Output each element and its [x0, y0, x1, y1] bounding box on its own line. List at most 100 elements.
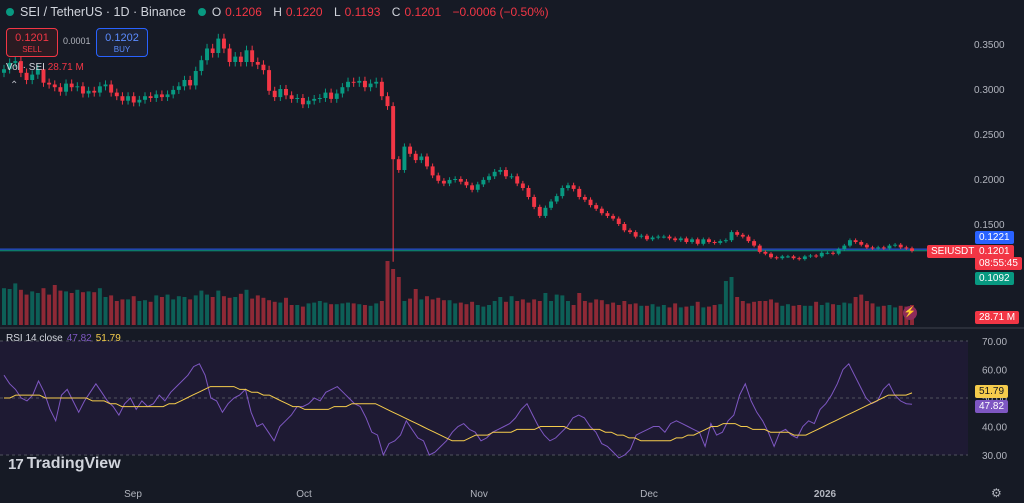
volume-bar [876, 306, 881, 325]
candle [464, 181, 469, 186]
volume-bar [706, 306, 711, 325]
candle [210, 48, 215, 53]
candle [712, 242, 717, 243]
candle [458, 179, 463, 182]
ohlc-values: O 0.1206 H 0.1220 L 0.1193 C 0.1201 −0.0006 … [211, 5, 549, 19]
volume-bar [605, 304, 610, 325]
candle [227, 48, 232, 62]
buy-label: BUY [113, 45, 131, 54]
volume-bar [543, 293, 548, 325]
rsi-tag: 47.82 [975, 400, 1009, 413]
price-tick-label: 0.2000 [974, 175, 1005, 186]
candle [413, 153, 418, 161]
candle [735, 232, 740, 235]
candle [396, 159, 401, 170]
chevron-up-icon[interactable]: ⌃ [10, 80, 19, 91]
candle [188, 80, 193, 86]
candle [47, 82, 52, 85]
candle [678, 238, 683, 241]
candle [250, 50, 255, 62]
candle [481, 179, 486, 185]
gear-icon[interactable]: ⚙ [991, 486, 1002, 500]
volume-bar [193, 295, 198, 325]
volume-bar [847, 303, 852, 325]
candle [340, 87, 345, 94]
sell-button[interactable]: 0.1201 SELL [6, 28, 58, 57]
volume-bar [667, 307, 672, 325]
volume-bar [684, 306, 689, 325]
candle [594, 205, 599, 209]
candle [639, 235, 644, 237]
volume-bar [329, 304, 334, 325]
symbol-title[interactable]: SEI / TetherUS · 1D · Binance [20, 5, 186, 19]
candle [64, 83, 69, 92]
volume-bar [509, 296, 514, 325]
volume-bar [774, 302, 779, 325]
candle [205, 48, 210, 61]
candle [752, 241, 757, 246]
candle [577, 188, 582, 197]
candle [571, 185, 576, 189]
volume-bar [351, 303, 356, 325]
volume-bar [18, 289, 23, 325]
volume-bar [464, 304, 469, 325]
candle [312, 98, 317, 101]
line-high-tag: 0.1221 [975, 231, 1014, 244]
candle [814, 255, 819, 257]
volume-bar [143, 300, 147, 325]
candle [233, 56, 238, 62]
candle [148, 96, 153, 98]
candle [255, 62, 260, 65]
rsi-tick-label: 70.00 [982, 337, 1007, 348]
open-value: 0.1206 [225, 5, 262, 19]
volume-bar [650, 304, 655, 325]
buy-button[interactable]: 0.1202 BUY [96, 28, 148, 57]
candle [18, 61, 23, 73]
volume-legend[interactable]: Vol · SEI 28.71 M [6, 62, 84, 73]
volume-bar [47, 294, 52, 325]
volume-bar [391, 269, 396, 325]
candle [58, 87, 63, 92]
volume-bar [289, 305, 294, 325]
lightning-icon[interactable]: ⚡ [903, 306, 917, 320]
candle [661, 236, 666, 238]
volume-bar [80, 292, 85, 325]
candle [334, 93, 339, 99]
candle [126, 96, 131, 101]
candle [385, 96, 390, 107]
volume-bar [199, 290, 204, 325]
volume-bar [503, 301, 508, 325]
volume-bar [205, 294, 210, 325]
volume-bar [13, 283, 18, 325]
rsi-legend[interactable]: RSI 14 close 47.82 51.79 [6, 333, 121, 344]
candle [543, 207, 548, 216]
volume-bar [769, 299, 773, 325]
candle [740, 234, 745, 237]
candle [391, 106, 396, 160]
candle [475, 184, 480, 190]
volume-bar [577, 293, 582, 325]
volume-bar [537, 301, 542, 325]
volume-bar [819, 305, 824, 325]
volume-bar [340, 303, 345, 325]
volume-bar [887, 305, 892, 325]
volume-bar [402, 301, 407, 325]
volume-bar [656, 306, 661, 325]
candle [408, 146, 413, 154]
candle [487, 176, 491, 180]
candle [182, 80, 187, 87]
volume-bar [554, 294, 559, 325]
candle [769, 253, 773, 258]
candle [278, 89, 283, 98]
candle [853, 240, 858, 242]
volume-bar [836, 305, 841, 325]
candle [520, 183, 525, 188]
candle [780, 256, 785, 259]
volume-bar [859, 294, 864, 325]
candle [323, 92, 328, 98]
volume-bar [752, 301, 757, 325]
volume-bar [458, 302, 463, 325]
volume-bar [97, 288, 102, 325]
candle [221, 38, 226, 49]
